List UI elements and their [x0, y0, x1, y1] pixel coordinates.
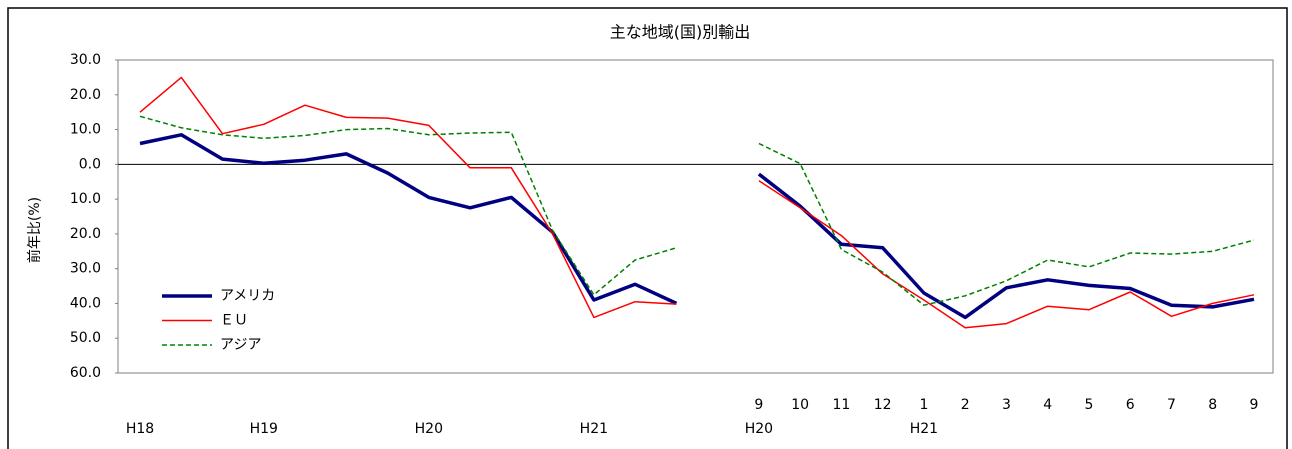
y-tick-label: 60.0	[70, 365, 101, 381]
y-tick-label: 20.0	[70, 87, 101, 103]
x-group-label: H20	[745, 421, 773, 437]
x-tick-label: 2	[961, 397, 970, 413]
series-line	[139, 115, 1255, 306]
y-tick-label: 20.0	[70, 226, 101, 242]
x-tick-label: 11	[832, 397, 850, 413]
x-tick-label: 9	[754, 397, 763, 413]
y-tick-label: 50.0	[70, 330, 101, 346]
x-tick-label: 4	[1043, 397, 1052, 413]
x-tick-label: 12	[874, 397, 892, 413]
x-tick-label: 8	[1208, 397, 1217, 413]
y-axis-label: 前年比(%)	[26, 197, 43, 263]
legend-label: ＥＵ	[220, 313, 248, 329]
x-tick-label: 3	[1002, 397, 1011, 413]
plot-area	[117, 59, 1274, 374]
x-group-label: H21	[910, 421, 938, 437]
y-tick-label: 40.0	[70, 295, 101, 311]
x-tick-label: 1	[919, 397, 928, 413]
x-group-label: H21	[580, 421, 608, 437]
y-tick-label: 30.0	[70, 52, 101, 68]
legend-label: アメリカ	[220, 288, 275, 304]
x-tick-label: 9	[1250, 397, 1259, 413]
chart-frame	[7, 7, 1288, 449]
y-tick-label: 30.0	[70, 261, 101, 277]
x-tick-label: 7	[1167, 397, 1176, 413]
series-line	[139, 76, 1255, 329]
x-tick-label: 6	[1126, 397, 1135, 413]
y-tick-label: 10.0	[70, 122, 101, 138]
x-tick-label: 10	[791, 397, 809, 413]
chart-title: 主な地域(国)別輸出	[610, 23, 751, 42]
x-group-label: H20	[415, 421, 443, 437]
x-tick-label: 5	[1085, 397, 1094, 413]
y-tick-label: 0.0	[79, 156, 101, 172]
series-line	[139, 133, 1255, 320]
legend-label: アジア	[220, 337, 261, 353]
x-group-label: H19	[250, 421, 278, 437]
y-tick-label: 10.0	[70, 191, 101, 207]
x-group-label: H18	[126, 421, 154, 437]
